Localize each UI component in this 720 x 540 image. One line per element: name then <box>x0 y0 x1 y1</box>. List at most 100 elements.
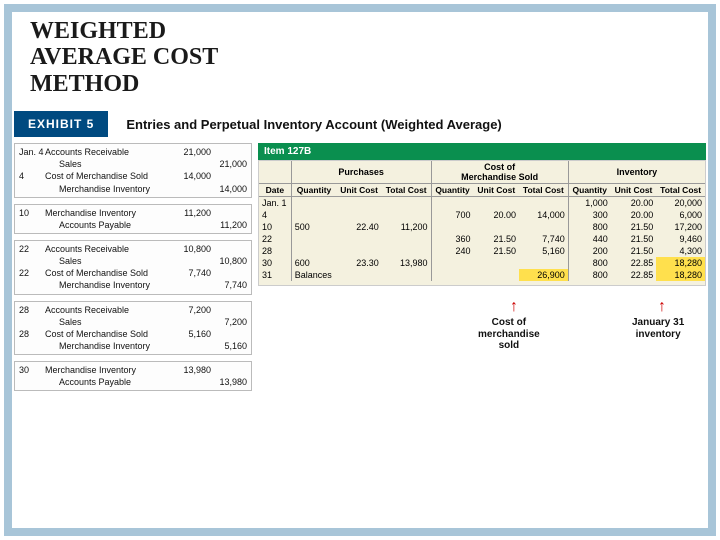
journal-debit <box>175 340 211 352</box>
journal-row: Sales 21,000 <box>19 158 247 170</box>
ledger-cell <box>291 197 336 210</box>
ledger-cell: 21.50 <box>611 245 656 257</box>
ledger-cell: 31 <box>259 269 291 281</box>
journal-date: 22 <box>19 243 45 255</box>
journal-date <box>19 255 45 267</box>
journal-account: Merchandise Inventory <box>45 364 175 376</box>
ledger-cell <box>336 245 381 257</box>
ledger-cell: 700 <box>431 209 474 221</box>
group-header: Cost of Merchandise Sold <box>431 161 568 184</box>
group-header: Inventory <box>568 161 705 184</box>
ledger-cell <box>474 269 519 281</box>
column-header: Quantity <box>431 184 474 197</box>
ledger-cell <box>431 257 474 269</box>
journal-account: Merchandise Inventory <box>45 340 175 352</box>
journal-row: 28Accounts Receivable7,200 <box>19 304 247 316</box>
ledger-cell: 4 <box>259 209 291 221</box>
journal-account: Accounts Receivable <box>45 146 175 158</box>
title-line3: METHOD <box>30 71 720 97</box>
journal-credit <box>211 364 247 376</box>
ledger-cell: 22.85 <box>611 269 656 281</box>
journal-date <box>19 183 45 195</box>
callout-cogs: Cost ofmerchandisesold <box>478 317 540 352</box>
ledger-cell: 600 <box>291 257 336 269</box>
ledger-cell: Balances <box>291 269 336 281</box>
column-header: Unit Cost <box>611 184 656 197</box>
journal-credit <box>211 243 247 255</box>
journal-row: Merchandise Inventory7,740 <box>19 279 247 291</box>
callout-inventory: January 31inventory <box>632 317 684 340</box>
ledger-cell: 800 <box>568 221 611 233</box>
ledger-cell: 21.50 <box>611 233 656 245</box>
ledger-cell: 20,000 <box>656 197 705 210</box>
ledger-cell: 800 <box>568 257 611 269</box>
ledger-cell: 17,200 <box>656 221 705 233</box>
journal-debit <box>175 255 211 267</box>
column-header: Unit Cost <box>474 184 519 197</box>
ledger-cell: 30 <box>259 257 291 269</box>
journal-row: Sales7,200 <box>19 316 247 328</box>
ledger-cell <box>291 245 336 257</box>
ledger-cell <box>519 257 568 269</box>
journal-date: 28 <box>19 304 45 316</box>
exhibit-bar: EXHIBIT 5 Entries and Perpetual Inventor… <box>14 111 706 137</box>
journal-date: 22 <box>19 267 45 279</box>
ledger-row: 3060023.3013,98080022.8518,280 <box>259 257 705 269</box>
journal-date: 30 <box>19 364 45 376</box>
journal-group: 22Accounts Receivable10,800Sales10,80022… <box>14 240 252 295</box>
item-label: Item 127B <box>258 143 706 160</box>
journal-account: Sales <box>45 158 175 170</box>
journal-debit: 7,740 <box>175 267 211 279</box>
exhibit-title: Entries and Perpetual Inventory Account … <box>126 117 501 132</box>
journal-date: 10 <box>19 207 45 219</box>
journal-debit <box>175 376 211 388</box>
journal-account: Cost of Merchandise Sold <box>45 267 175 279</box>
ledger-cell <box>291 233 336 245</box>
ledger-cell: 7,740 <box>519 233 568 245</box>
journal-date: Jan. 4 <box>19 146 45 158</box>
journal-credit: 7,740 <box>211 279 247 291</box>
journal-date: 4 <box>19 170 45 182</box>
ledger-cell: 21.50 <box>474 245 519 257</box>
journal-account: Cost of Merchandise Sold <box>45 328 175 340</box>
content-area: Jan. 4Accounts Receivable21,000Sales21,0… <box>14 143 706 397</box>
ledger-cell <box>431 221 474 233</box>
ledger-cell: 4,300 <box>656 245 705 257</box>
journal-account: Accounts Receivable <box>45 304 175 316</box>
journal-debit: 11,200 <box>175 207 211 219</box>
arrow-icon: ↑ <box>510 299 518 315</box>
journal-date <box>19 340 45 352</box>
ledger-cell: 1,000 <box>568 197 611 210</box>
ledger-cell: 21.50 <box>611 221 656 233</box>
journal-debit <box>175 316 211 328</box>
inventory-ledger: Item 127B PurchasesCost of Merchandise S… <box>258 143 706 397</box>
journal-credit <box>211 328 247 340</box>
ledger-cell: 21.50 <box>474 233 519 245</box>
ledger-cell <box>519 221 568 233</box>
ledger-cell: 22.85 <box>611 257 656 269</box>
journal-account: Cost of Merchandise Sold <box>45 170 175 182</box>
ledger-cell <box>382 245 431 257</box>
ledger-cell <box>291 209 336 221</box>
journal-debit: 10,800 <box>175 243 211 255</box>
title-line2: AVERAGE COST <box>30 44 720 70</box>
journal-debit <box>175 279 211 291</box>
ledger-cell: 20.00 <box>474 209 519 221</box>
journal-credit: 11,200 <box>211 219 247 231</box>
journal-credit: 7,200 <box>211 316 247 328</box>
column-header: Total Cost <box>382 184 431 197</box>
ledger-cell: 440 <box>568 233 611 245</box>
ledger-cell: 18,280 <box>656 269 705 281</box>
journal-credit: 21,000 <box>211 158 247 170</box>
ledger-cell: 200 <box>568 245 611 257</box>
ledger-cell <box>519 197 568 210</box>
column-header: Quantity <box>568 184 611 197</box>
ledger-cell <box>382 269 431 281</box>
ledger-cell: Jan. 1 <box>259 197 291 210</box>
ledger-cell: 5,160 <box>519 245 568 257</box>
journal-account: Accounts Payable <box>45 376 175 388</box>
column-header: Quantity <box>291 184 336 197</box>
journal-credit <box>211 267 247 279</box>
journal-date: 28 <box>19 328 45 340</box>
journal-credit: 13,980 <box>211 376 247 388</box>
